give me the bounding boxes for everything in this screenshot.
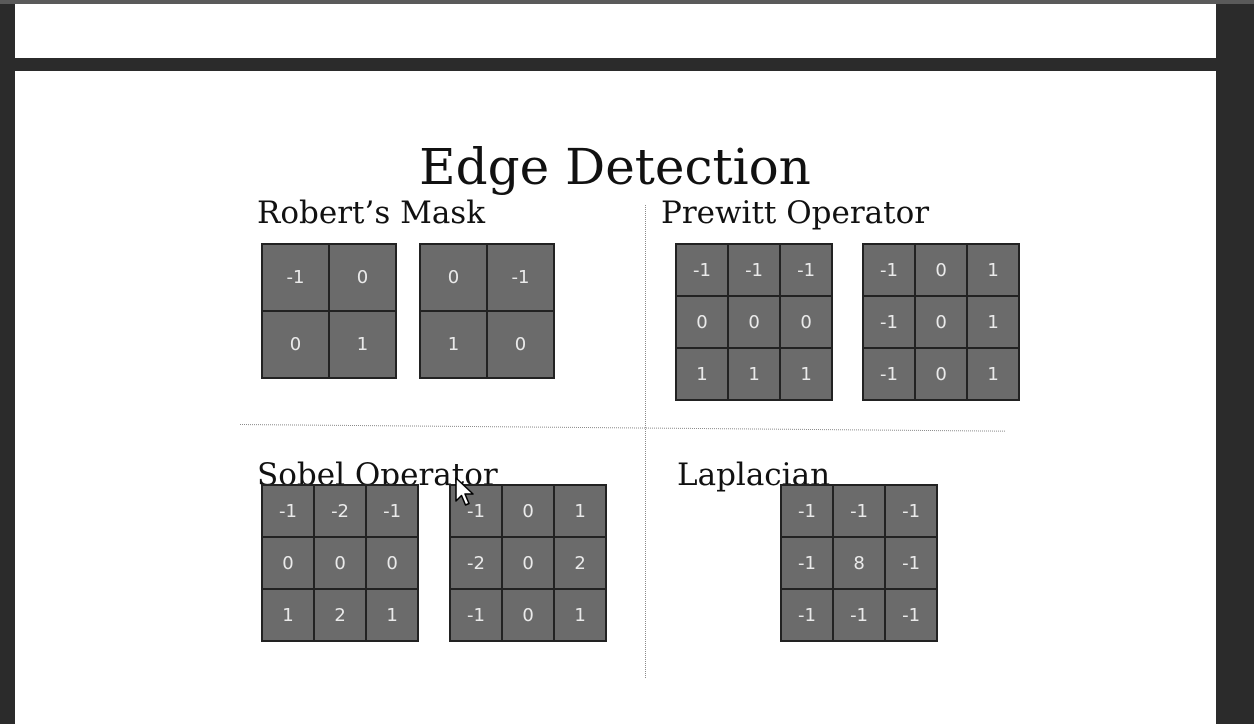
- mask-cell: -1: [487, 244, 554, 311]
- mask-cell: -1: [450, 589, 503, 642]
- mask-cell: 0: [487, 311, 554, 378]
- mask-cell: -2: [314, 485, 367, 538]
- mask-cell: 0: [420, 244, 487, 311]
- mask-cell: 0: [780, 296, 833, 349]
- mask-cell: 0: [728, 296, 781, 349]
- mask-cell: 1: [262, 589, 315, 642]
- mask-cell: 0: [366, 537, 419, 590]
- mask-cell: -1: [885, 537, 938, 590]
- mask-cell: 0: [329, 244, 396, 311]
- mask-cell: -1: [885, 589, 938, 642]
- mask-cell: -1: [781, 485, 834, 538]
- mask-cell: 1: [554, 589, 607, 642]
- mask-cell: 1: [366, 589, 419, 642]
- mask-cell: 2: [314, 589, 367, 642]
- mask-cell: 0: [262, 311, 329, 378]
- slide-title: Edge Detection: [419, 138, 811, 196]
- mask-roberts-2: 0 -1 1 0: [419, 243, 555, 379]
- mask-cell: 0: [502, 537, 555, 590]
- mask-cell: -1: [366, 485, 419, 538]
- mask-sobel-2: -1 0 1 -2 0 2 -1 0 1: [449, 484, 608, 643]
- mask-cell: -1: [781, 537, 834, 590]
- mask-cell: 1: [329, 311, 396, 378]
- mask-cell: 0: [314, 537, 367, 590]
- mask-cell: 0: [915, 296, 968, 349]
- mask-cell: 0: [502, 589, 555, 642]
- mask-laplacian-1: -1 -1 -1 -1 8 -1 -1 -1 -1: [780, 484, 939, 643]
- mask-cell: -1: [450, 485, 503, 538]
- mouse-pointer-icon: [455, 477, 474, 506]
- mask-cell: 0: [915, 244, 968, 297]
- mask-cell: -1: [780, 244, 833, 297]
- mask-cell: 1: [780, 348, 833, 401]
- mask-cell: 1: [967, 244, 1020, 297]
- mask-cell: -1: [833, 589, 886, 642]
- mask-cell: 1: [420, 311, 487, 378]
- mask-cell: -2: [450, 537, 503, 590]
- mask-cell: -1: [676, 244, 729, 297]
- mask-cell: 8: [833, 537, 886, 590]
- mask-cell: 0: [676, 296, 729, 349]
- mask-cell: 1: [967, 348, 1020, 401]
- mask-cell: -1: [863, 296, 916, 349]
- mask-prewitt-2: -1 0 1 -1 0 1 -1 0 1: [862, 243, 1021, 402]
- mask-cell: 0: [502, 485, 555, 538]
- mask-cell: -1: [863, 348, 916, 401]
- mask-cell: -1: [885, 485, 938, 538]
- mask-cell: -1: [262, 485, 315, 538]
- mask-roberts-1: -1 0 0 1: [261, 243, 397, 379]
- mask-cell: 1: [728, 348, 781, 401]
- mask-cell: 1: [554, 485, 607, 538]
- mask-cell: -1: [262, 244, 329, 311]
- mask-sobel-1: -1 -2 -1 0 0 0 1 2 1: [261, 484, 420, 643]
- mask-cell: 0: [915, 348, 968, 401]
- heading-prewitt-operator: Prewitt Operator: [661, 195, 930, 231]
- mask-cell: -1: [781, 589, 834, 642]
- viewer-top-border: [0, 0, 1254, 4]
- heading-roberts-mask: Robert’s Mask: [257, 195, 486, 231]
- mask-cell: 0: [262, 537, 315, 590]
- vertical-divider: [645, 205, 646, 678]
- mask-cell: -1: [863, 244, 916, 297]
- mask-prewitt-1: -1 -1 -1 0 0 0 1 1 1: [675, 243, 834, 402]
- mask-cell: -1: [728, 244, 781, 297]
- mask-cell: 2: [554, 537, 607, 590]
- mask-cell: 1: [967, 296, 1020, 349]
- mask-cell: -1: [833, 485, 886, 538]
- previous-page: [15, 4, 1216, 58]
- mask-cell: 1: [676, 348, 729, 401]
